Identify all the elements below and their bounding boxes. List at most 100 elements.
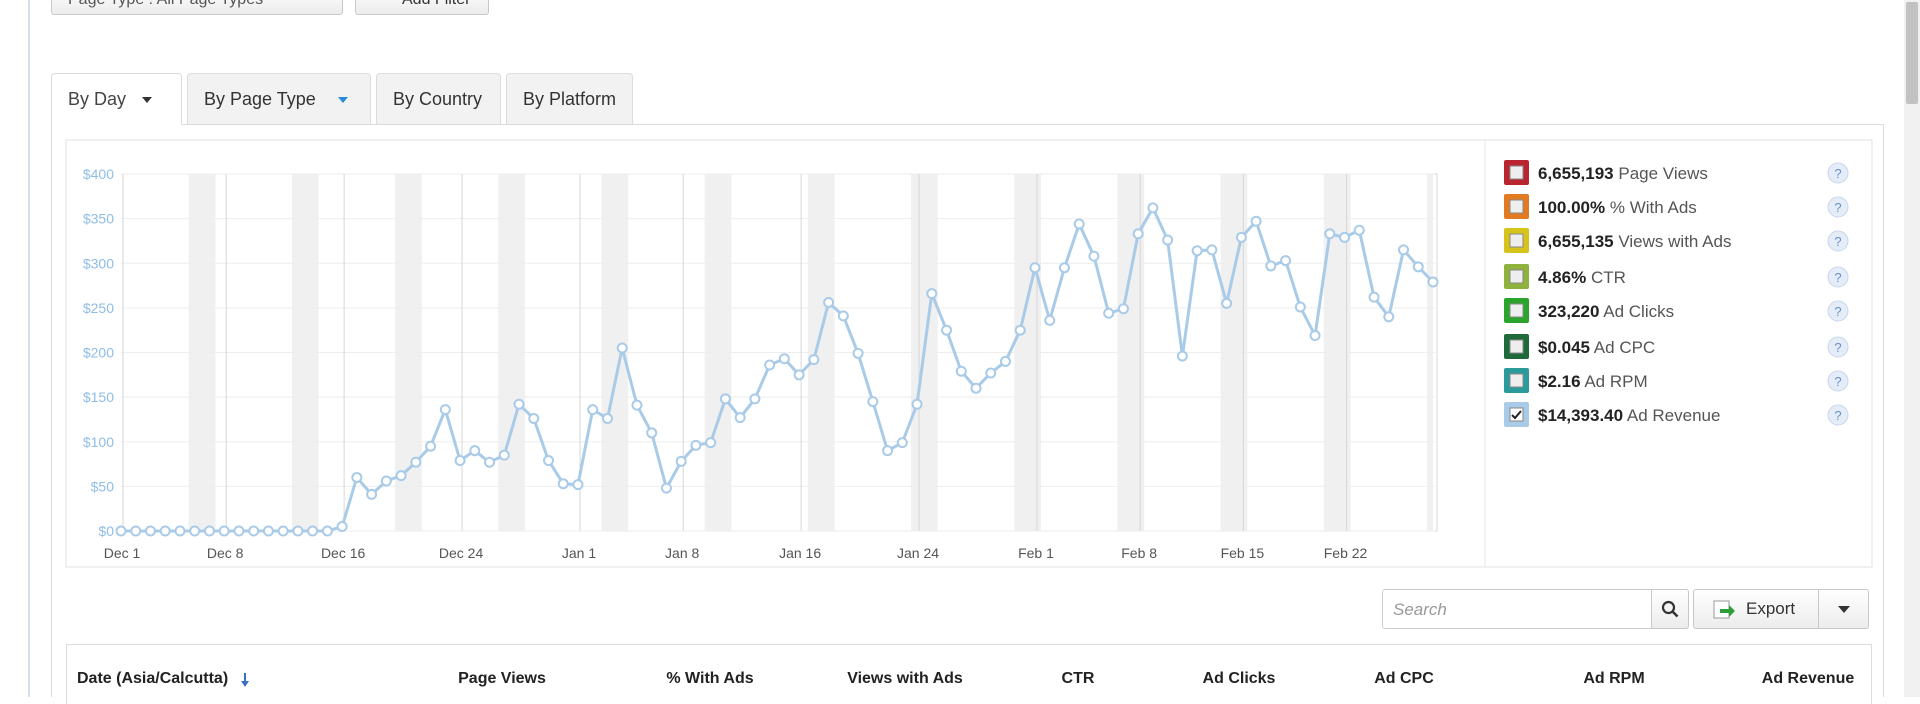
data-point	[262, 525, 274, 537]
data-point	[778, 353, 790, 365]
data-point	[115, 525, 127, 537]
tab[interactable]: By Day	[51, 73, 182, 125]
data-point	[543, 454, 555, 466]
help-mark: ?	[1834, 270, 1841, 285]
legend-entry: 6,655,135 Views with Ads	[1538, 232, 1731, 251]
data-point	[1398, 244, 1410, 256]
scrollbar	[1904, 0, 1920, 697]
help-mark: ?	[1834, 304, 1841, 319]
data-point	[911, 398, 923, 410]
search-button[interactable]	[1651, 589, 1689, 629]
data-point	[307, 525, 319, 537]
help-mark: ?	[1834, 234, 1841, 249]
table-header	[66, 644, 1872, 704]
tab-label: By Platform	[523, 88, 617, 109]
x-tick-label: Jan 24	[897, 545, 939, 561]
data-point	[999, 355, 1011, 367]
data-point	[852, 347, 864, 359]
legend-checkbox	[1509, 199, 1524, 214]
x-tick-label: Dec 1	[104, 545, 141, 561]
legend-checkbox	[1509, 165, 1524, 180]
data-point	[1383, 311, 1395, 323]
help-mark: ?	[1834, 166, 1841, 181]
legend-value: 323,220	[1538, 302, 1599, 321]
data-point	[1191, 245, 1203, 257]
help-icon	[1827, 336, 1849, 358]
column-header: Ad CPC	[1374, 670, 1434, 687]
data-point	[1294, 301, 1306, 313]
data-point	[896, 437, 908, 449]
data-point	[248, 525, 260, 537]
export-button[interactable]: Export	[1693, 589, 1819, 629]
legend-checkbox	[1509, 269, 1524, 284]
data-point	[528, 413, 540, 425]
legend-entry: 323,220 Ad Clicks	[1538, 302, 1674, 321]
data-point	[174, 525, 186, 537]
x-tick-label: Jan 16	[779, 545, 821, 561]
help-mark: ?	[1834, 408, 1841, 423]
data-point	[484, 456, 496, 468]
y-tick-label: $200	[83, 345, 114, 361]
data-point	[1162, 234, 1174, 246]
data-point	[823, 297, 835, 309]
legend-entry: $2.16 Ad RPM	[1538, 372, 1648, 391]
tab[interactable]: By Platform	[506, 73, 633, 124]
legend-value: $14,393.40	[1538, 406, 1623, 425]
data-point	[601, 413, 613, 425]
data-point	[1412, 261, 1424, 273]
data-point	[366, 488, 378, 500]
legend-entry: 4.86% CTR	[1538, 268, 1626, 287]
data-point	[955, 365, 967, 377]
data-point	[985, 367, 997, 379]
data-point	[1088, 250, 1100, 262]
data-point	[203, 525, 215, 537]
help-mark: ?	[1834, 374, 1841, 389]
help-icon	[1827, 230, 1849, 252]
scrollbar-thumb[interactable]	[1906, 2, 1918, 104]
data-point	[941, 324, 953, 336]
data-point	[439, 404, 451, 416]
legend-entry: 100.00% % With Ads	[1538, 198, 1697, 217]
data-point	[380, 475, 392, 487]
legend-value: 4.86%	[1538, 268, 1586, 287]
export-icon	[1713, 600, 1735, 619]
help-icon	[1827, 404, 1849, 426]
export-menu-button[interactable]	[1818, 589, 1869, 629]
column-header: Views with Ads	[847, 670, 963, 687]
data-point	[646, 427, 658, 439]
data-point	[749, 393, 761, 405]
legend-checkbox	[1509, 303, 1524, 318]
data-point	[1132, 228, 1144, 240]
check-mark	[1511, 410, 1522, 420]
data-point	[425, 440, 437, 452]
caret	[337, 96, 348, 108]
data-point	[277, 525, 289, 537]
y-tick-label: $150	[83, 389, 114, 405]
tab-line	[51, 124, 1884, 125]
data-point	[1324, 228, 1336, 240]
y-tick-label: $300	[83, 255, 114, 271]
caret	[1837, 606, 1850, 619]
help-icon	[1827, 300, 1849, 322]
data-point	[144, 525, 156, 537]
data-point	[395, 470, 407, 482]
add-filter-button[interactable]: Add Filter	[355, 0, 489, 15]
tab[interactable]: By Country	[376, 73, 501, 124]
data-point	[587, 404, 599, 416]
data-point	[1058, 262, 1070, 274]
legend-entry: $14,393.40 Ad Revenue	[1538, 406, 1720, 425]
data-point	[1427, 276, 1439, 288]
column-header: % With Ads	[666, 670, 754, 687]
tab[interactable]: By Page Type	[187, 73, 371, 124]
data-point	[1206, 244, 1218, 256]
page-type-filter[interactable]: Page Type : All Page Types	[51, 0, 343, 15]
x-tick-label: Feb 1	[1018, 545, 1054, 561]
data-point	[1309, 330, 1321, 342]
data-point	[572, 479, 584, 491]
data-point	[1221, 297, 1233, 309]
data-point	[1014, 324, 1026, 336]
legend-entry: $0.045 Ad CPC	[1538, 338, 1655, 357]
search-input[interactable]: Search	[1382, 589, 1652, 629]
x-tick-label: Feb 8	[1121, 545, 1157, 561]
tab-label: By Country	[393, 88, 483, 109]
